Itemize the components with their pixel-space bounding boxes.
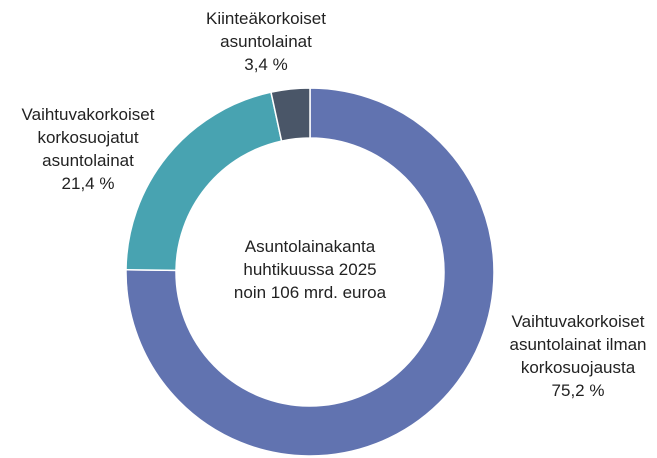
donut-slice (270, 87, 311, 142)
slice-label: Kiinteäkorkoiset asuntolainat (206, 9, 326, 51)
slice-value-label: 3,4 % (244, 55, 287, 74)
slice-value-label: 21,4 % (62, 174, 115, 193)
center-label: Asuntolainakanta huhtikuussa 2025 noin 106… (234, 237, 387, 302)
slice-value-label: 75,2 % (552, 381, 605, 400)
donut-slice (125, 87, 495, 457)
slice-label: Vaihtuvakorkoiset korkosuojatut asuntolain… (22, 105, 155, 170)
slice-label: Vaihtuvakorkoiset asuntolainat ilman korko… (509, 312, 646, 377)
